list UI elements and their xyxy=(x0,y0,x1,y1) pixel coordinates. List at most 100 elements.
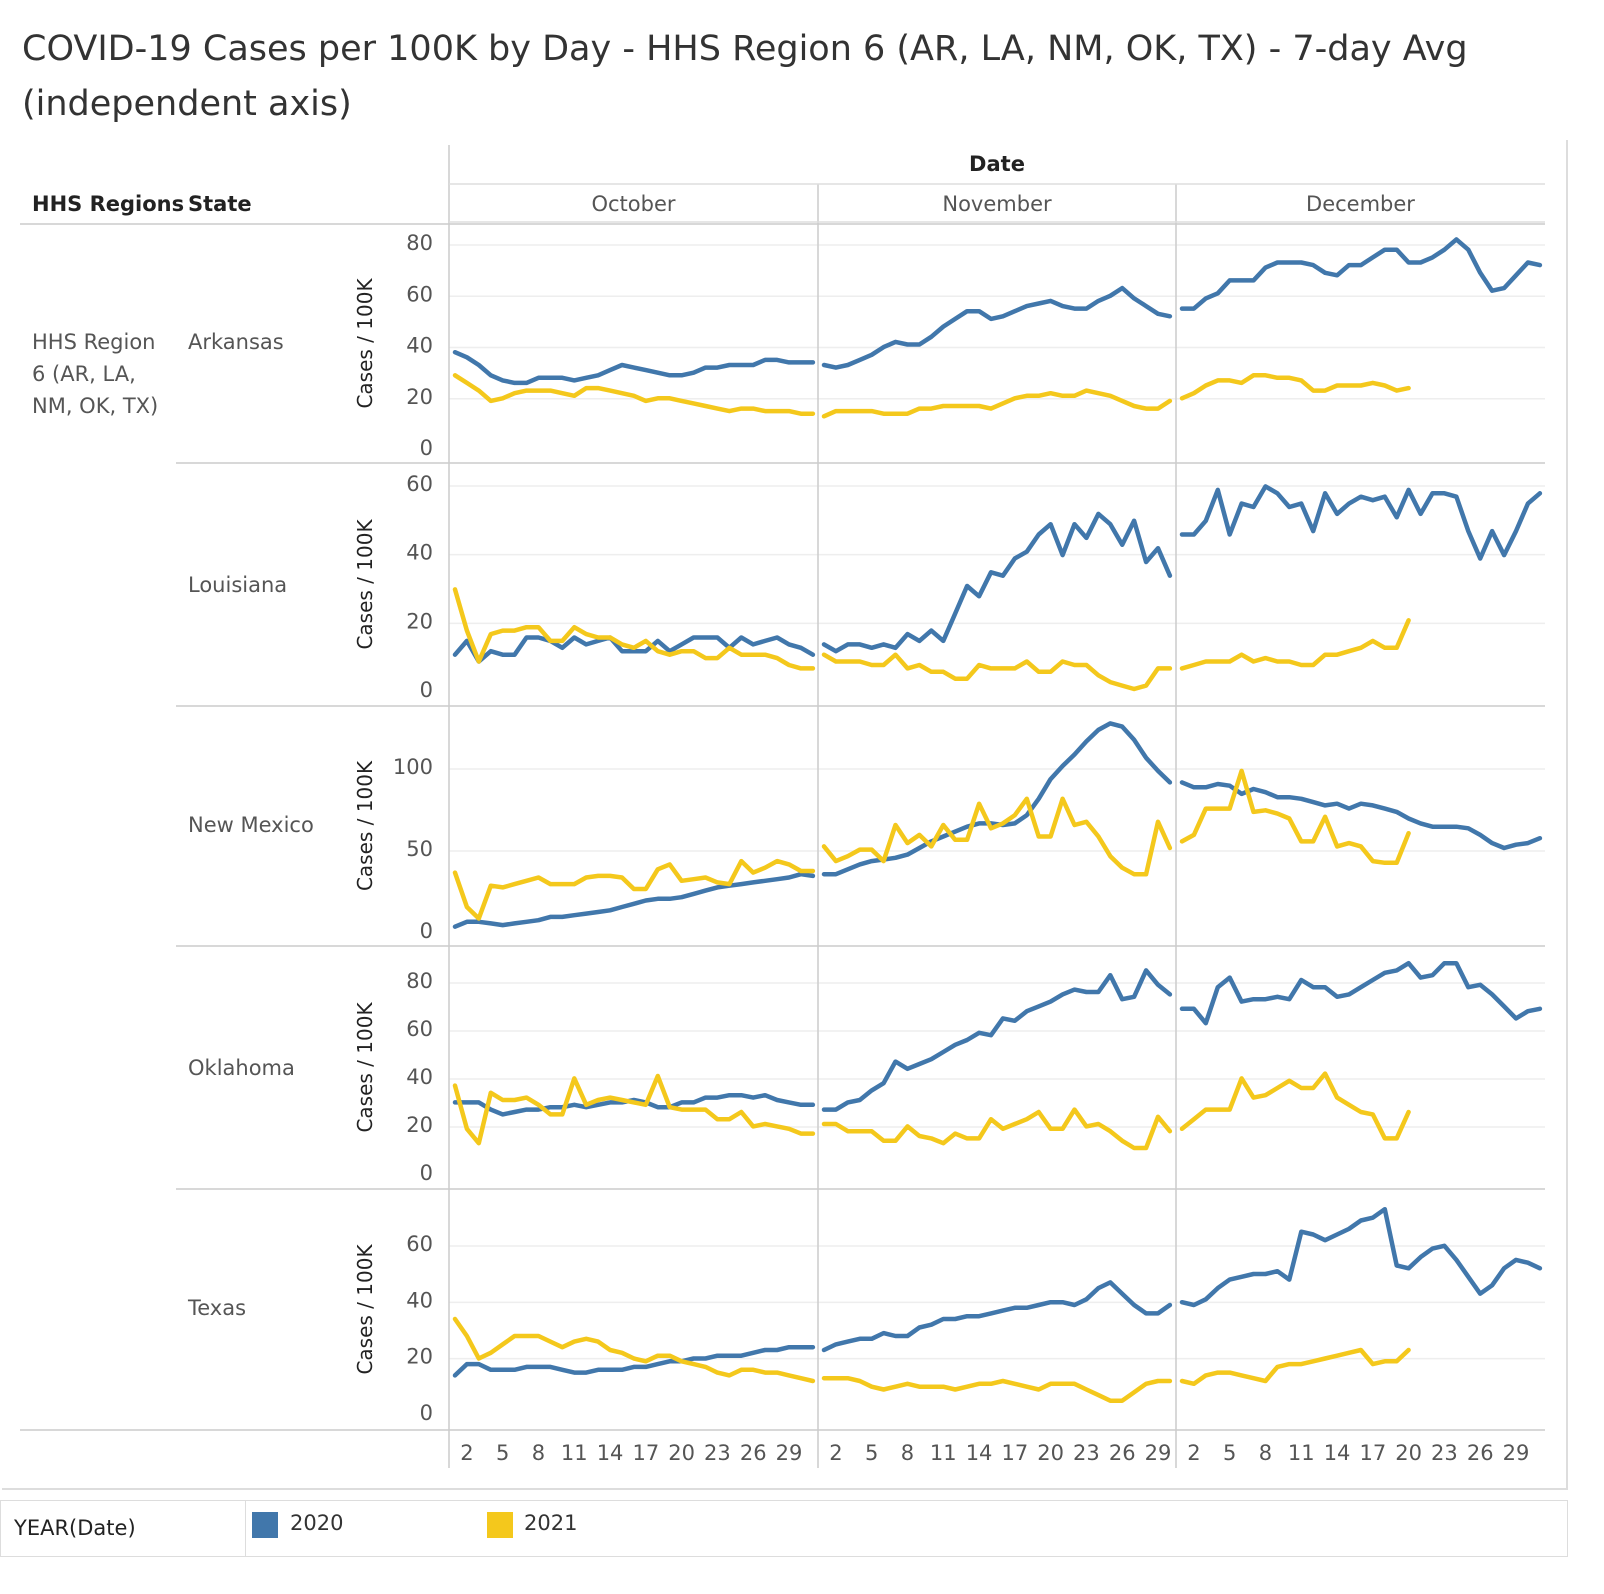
y-tick-label: 80 xyxy=(406,969,433,993)
y-tick-label: 0 xyxy=(420,1161,433,1185)
x-tick-label: 20 xyxy=(1037,1441,1064,1465)
series-line-oklahoma-november-2021 xyxy=(821,1107,1173,1151)
state-label-new-mexico: New Mexico xyxy=(188,813,314,837)
series-line-louisiana-december-2020 xyxy=(1179,484,1543,561)
series-line-oklahoma-october-2020 xyxy=(452,1092,816,1117)
legend xyxy=(0,1500,1568,1557)
series-line-texas-november-2021 xyxy=(821,1375,1173,1403)
legend-label-2021[interactable]: 2021 xyxy=(524,1511,578,1535)
header-date: Date xyxy=(969,152,1025,176)
series-line-louisiana-november-2020 xyxy=(821,511,1173,654)
y-axis-title: Cases / 100K xyxy=(353,278,377,409)
series-line-arkansas-october-2021 xyxy=(452,373,816,416)
y-axis-title: Cases / 100K xyxy=(353,1002,377,1133)
series-line-new-mexico-october-2020 xyxy=(452,871,816,929)
x-tick-label: 8 xyxy=(1259,1441,1272,1465)
state-label-oklahoma: Oklahoma xyxy=(188,1056,295,1080)
series-line-texas-november-2020 xyxy=(821,1280,1173,1353)
x-tick-label: 20 xyxy=(1395,1441,1422,1465)
x-tick-label: 2 xyxy=(829,1441,842,1465)
y-tick-label: 0 xyxy=(420,678,433,702)
region-label: HHS Region 6 (AR, LA, NM, OK, TX) xyxy=(32,330,159,418)
x-tick-label: 17 xyxy=(1001,1441,1028,1465)
series-line-arkansas-november-2021 xyxy=(821,388,1173,419)
x-tick-label: 5 xyxy=(496,1441,509,1465)
series-line-new-mexico-november-2021 xyxy=(821,796,1173,877)
viz-frame xyxy=(2,140,1568,1490)
legend-label-2020[interactable]: 2020 xyxy=(290,1511,344,1535)
chart-title: COVID-19 Cases per 100K by Day - HHS Reg… xyxy=(22,29,1468,124)
series-line-new-mexico-december-2020 xyxy=(1179,780,1543,851)
y-tick-label: 80 xyxy=(406,231,433,255)
y-tick-label: 20 xyxy=(406,609,433,633)
header-hhs-regions: HHS Regions xyxy=(32,192,185,216)
x-tick-label: 23 xyxy=(1073,1441,1100,1465)
x-tick-label: 17 xyxy=(632,1441,659,1465)
series-line-louisiana-october-2021 xyxy=(452,587,816,671)
series-line-oklahoma-october-2021 xyxy=(452,1073,816,1146)
month-header-october: October xyxy=(591,192,676,216)
y-axis-title: Cases / 100K xyxy=(353,760,377,891)
x-tick-label: 23 xyxy=(704,1441,731,1465)
state-label-louisiana: Louisiana xyxy=(188,573,288,597)
y-axis-title: Cases / 100K xyxy=(353,519,377,650)
series-line-texas-october-2021 xyxy=(452,1316,816,1384)
x-tick-label: 2 xyxy=(460,1441,473,1465)
x-tick-label: 26 xyxy=(740,1441,767,1465)
y-tick-label: 20 xyxy=(406,385,433,409)
x-tick-label: 8 xyxy=(901,1441,914,1465)
y-tick-label: 100 xyxy=(393,755,433,779)
x-tick-label: 20 xyxy=(668,1441,695,1465)
y-tick-label: 40 xyxy=(406,541,433,565)
series-line-louisiana-december-2021 xyxy=(1179,618,1411,671)
x-tick-label: 26 xyxy=(1109,1441,1136,1465)
series-line-new-mexico-december-2021 xyxy=(1179,768,1411,866)
y-tick-label: 60 xyxy=(406,472,433,496)
series-line-arkansas-december-2021 xyxy=(1179,373,1411,401)
y-tick-label: 0 xyxy=(420,1401,433,1425)
y-axis-title: Cases / 100K xyxy=(353,1244,377,1375)
series-line-texas-october-2020 xyxy=(452,1344,816,1378)
x-tick-label: 29 xyxy=(1145,1441,1172,1465)
y-tick-label: 40 xyxy=(406,334,433,358)
x-tick-label: 14 xyxy=(597,1441,624,1465)
y-tick-label: 60 xyxy=(406,282,433,306)
x-tick-label: 8 xyxy=(532,1441,545,1465)
legend-title: YEAR(Date) xyxy=(14,1516,136,1540)
legend-swatch-2020[interactable] xyxy=(252,1512,278,1538)
y-tick-label: 0 xyxy=(420,919,433,943)
y-tick-label: 60 xyxy=(406,1232,433,1256)
header-state: State xyxy=(188,192,252,216)
x-tick-label: 11 xyxy=(930,1441,957,1465)
state-label-arkansas: Arkansas xyxy=(188,330,284,354)
series-line-new-mexico-october-2021 xyxy=(452,858,816,921)
y-tick-label: 40 xyxy=(406,1288,433,1312)
month-header-december: December xyxy=(1306,192,1415,216)
y-tick-label: 40 xyxy=(406,1065,433,1089)
x-tick-label: 14 xyxy=(1324,1441,1351,1465)
series-line-arkansas-november-2020 xyxy=(821,285,1173,370)
series-line-oklahoma-december-2021 xyxy=(1179,1071,1411,1141)
legend-divider xyxy=(245,1500,246,1556)
x-tick-label: 29 xyxy=(776,1441,803,1465)
month-header-november: November xyxy=(942,192,1052,216)
x-tick-label: 29 xyxy=(1503,1441,1530,1465)
y-tick-label: 50 xyxy=(406,837,433,861)
series-line-oklahoma-november-2020 xyxy=(821,968,1173,1112)
y-tick-label: 60 xyxy=(406,1017,433,1041)
series-line-arkansas-december-2020 xyxy=(1179,237,1543,311)
x-tick-label: 2 xyxy=(1187,1441,1200,1465)
series-line-oklahoma-december-2020 xyxy=(1179,960,1543,1026)
y-tick-label: 0 xyxy=(420,436,433,460)
x-tick-label: 11 xyxy=(1288,1441,1315,1465)
legend-swatch-2021[interactable] xyxy=(487,1512,513,1538)
series-line-texas-december-2021 xyxy=(1179,1347,1411,1387)
series-line-texas-december-2020 xyxy=(1179,1206,1543,1308)
y-tick-label: 20 xyxy=(406,1345,433,1369)
state-label-texas: Texas xyxy=(188,1296,247,1320)
x-tick-label: 11 xyxy=(561,1441,588,1465)
x-tick-label: 14 xyxy=(966,1441,993,1465)
x-tick-label: 5 xyxy=(865,1441,878,1465)
series-line-louisiana-october-2020 xyxy=(452,635,816,664)
